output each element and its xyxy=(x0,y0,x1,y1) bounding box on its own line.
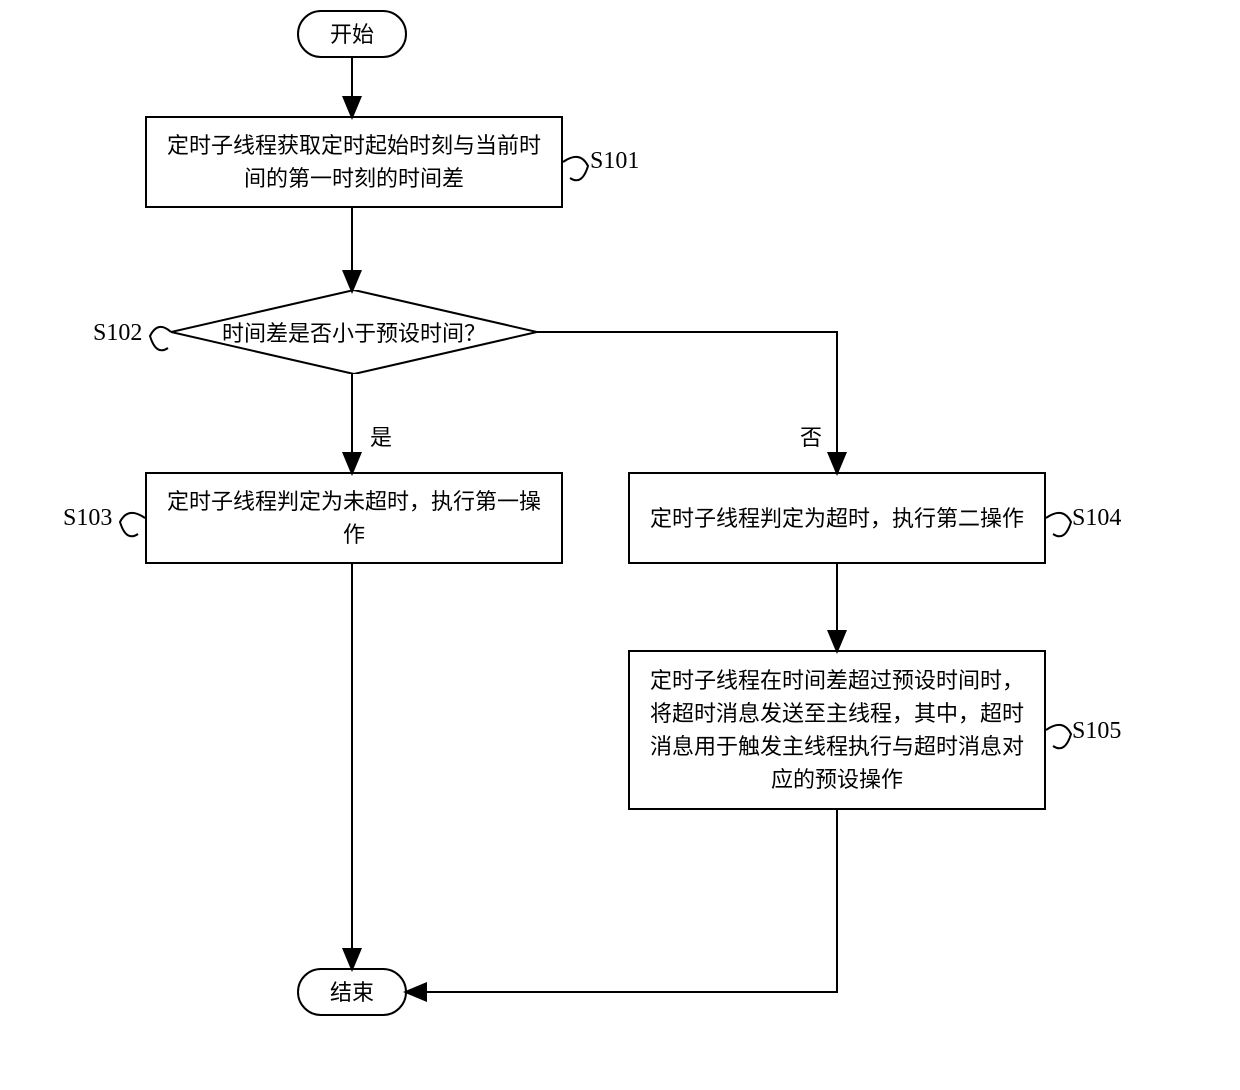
node-s104-text: 定时子线程判定为超时，执行第二操作 xyxy=(650,502,1024,535)
step-label-s101: S101 xyxy=(590,148,639,175)
node-s101-text: 定时子线程获取定时起始时刻与当前时间的第一时刻的时间差 xyxy=(159,129,549,195)
connector-s103 xyxy=(120,513,145,536)
step-label-s105-text: S105 xyxy=(1072,718,1121,744)
step-label-s104-text: S104 xyxy=(1072,505,1121,531)
connector-s105 xyxy=(1046,725,1071,748)
step-label-s105: S105 xyxy=(1072,718,1121,745)
edge-e7 xyxy=(407,810,837,992)
node-s103-text: 定时子线程判定为未超时，执行第一操作 xyxy=(159,485,549,551)
edge-label-no: 否 xyxy=(800,420,822,452)
node-start-text: 开始 xyxy=(330,18,374,51)
node-end-text: 结束 xyxy=(330,976,374,1009)
node-s102-text: 时间差是否小于预设时间？ xyxy=(222,316,486,348)
node-end: 结束 xyxy=(297,968,407,1016)
connector-s101 xyxy=(563,157,588,180)
node-start: 开始 xyxy=(297,10,407,58)
step-label-s103-text: S103 xyxy=(63,505,112,531)
edge-label-yes: 是 xyxy=(370,420,392,452)
node-s103: 定时子线程判定为未超时，执行第一操作 xyxy=(145,472,563,564)
step-label-s102-text: S102 xyxy=(93,320,142,346)
step-label-s103: S103 xyxy=(63,505,112,532)
node-s105-text: 定时子线程在时间差超过预设时间时，将超时消息发送至主线程，其中，超时消息用于触发… xyxy=(642,664,1032,796)
edge-label-no-text: 否 xyxy=(800,425,822,450)
step-label-s101-text: S101 xyxy=(590,148,639,174)
node-s102: 时间差是否小于预设时间？ xyxy=(171,290,537,374)
step-label-s102: S102 xyxy=(93,320,142,347)
step-label-s104: S104 xyxy=(1072,505,1121,532)
connector-s104 xyxy=(1046,513,1071,536)
connector-s102 xyxy=(150,327,171,350)
node-s101: 定时子线程获取定时起始时刻与当前时间的第一时刻的时间差 xyxy=(145,116,563,208)
node-s104: 定时子线程判定为超时，执行第二操作 xyxy=(628,472,1046,564)
edge-e4 xyxy=(537,332,837,472)
node-s105: 定时子线程在时间差超过预设时间时，将超时消息发送至主线程，其中，超时消息用于触发… xyxy=(628,650,1046,810)
edge-label-yes-text: 是 xyxy=(370,425,392,450)
